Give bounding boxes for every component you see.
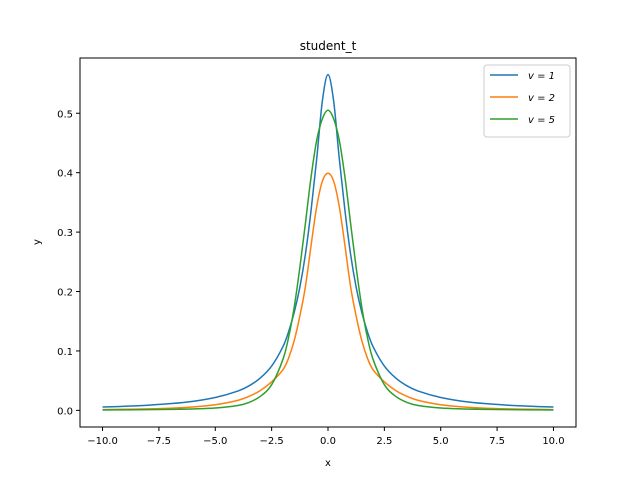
x-tick-label: 10.0 — [542, 436, 564, 447]
series-line-1 — [102, 73, 554, 408]
x-tick-label: 7.5 — [489, 436, 505, 447]
y-tick-label: 0.0 — [57, 406, 73, 417]
y-tick-label: 0.2 — [57, 288, 73, 299]
legend-label-3: v = 5 — [528, 115, 555, 126]
x-tick-label: −2.5 — [259, 436, 283, 447]
x-axis-label: x — [325, 458, 331, 469]
x-tick-label: −10.0 — [87, 436, 118, 447]
x-tick-label: −5.0 — [203, 436, 227, 447]
y-tick-label: 0.5 — [57, 109, 73, 120]
y-tick-label: 0.3 — [57, 228, 73, 239]
series-line-2 — [102, 172, 554, 411]
x-tick-label: −7.5 — [147, 436, 171, 447]
y-tick-label: 0.4 — [57, 169, 73, 180]
chart-title: student_t — [300, 39, 357, 53]
x-tick-label: 0.0 — [320, 436, 336, 447]
x-tick-label: 2.5 — [376, 436, 392, 447]
legend-label-1: v = 1 — [528, 71, 555, 82]
legend: v = 1 v = 2 v = 5 — [483, 64, 571, 138]
x-tick-label: 5.0 — [433, 436, 449, 447]
y-axis-label: y — [32, 239, 43, 245]
y-tick-label: 0.1 — [57, 347, 73, 358]
legend-box — [483, 64, 571, 138]
legend-label-2: v = 2 — [528, 93, 555, 104]
series-line-3 — [102, 109, 554, 411]
